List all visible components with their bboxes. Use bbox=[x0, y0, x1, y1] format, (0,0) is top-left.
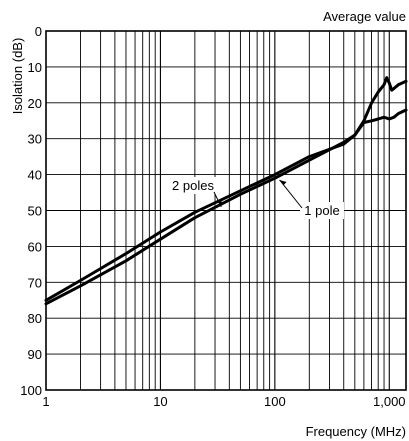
x-tick-label: 10 bbox=[153, 394, 167, 409]
arrow-1-pole bbox=[279, 179, 287, 185]
y-tick-label: 60 bbox=[28, 239, 42, 254]
y-tick-label: 100 bbox=[20, 383, 42, 398]
y-tick-label: 0 bbox=[35, 24, 42, 39]
annotations: 2 poles 1 pole bbox=[168, 177, 344, 219]
y-tick-label: 80 bbox=[28, 311, 42, 326]
x-tick-label: 1 bbox=[42, 394, 49, 409]
leader-1-pole bbox=[279, 179, 303, 209]
series-layer bbox=[44, 76, 408, 306]
y-tick-label: 30 bbox=[28, 132, 42, 147]
y-tick-label: 40 bbox=[28, 168, 42, 183]
y-tick-label: 20 bbox=[28, 96, 42, 111]
arrow-2-poles bbox=[217, 200, 223, 207]
chart-title: Average value bbox=[323, 9, 406, 24]
y-axis-label: Isolation (dB) bbox=[10, 38, 25, 115]
x-tick-label: 1,000 bbox=[373, 394, 406, 409]
label-1-pole-bg bbox=[300, 202, 344, 219]
y-tick-label: 90 bbox=[28, 347, 42, 362]
y-tick-label: 70 bbox=[28, 275, 42, 290]
x-tick-label: 100 bbox=[264, 394, 286, 409]
grid bbox=[46, 31, 406, 390]
x-axis-label: Frequency (MHz) bbox=[306, 424, 406, 439]
y-tick-label: 50 bbox=[28, 204, 42, 219]
plot-frame bbox=[45, 30, 407, 391]
series-2-poles bbox=[44, 76, 408, 302]
label-2-poles-bg bbox=[168, 177, 218, 194]
y-tick-label: 10 bbox=[28, 60, 42, 75]
label-1-pole: 1 pole bbox=[304, 203, 339, 218]
label-2-poles: 2 poles bbox=[172, 178, 214, 193]
